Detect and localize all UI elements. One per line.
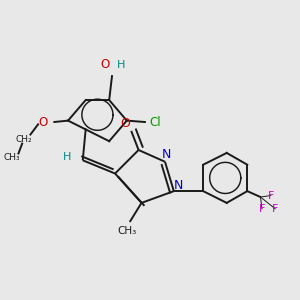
Text: CH₃: CH₃ bbox=[4, 153, 20, 162]
Text: Cl: Cl bbox=[149, 116, 161, 129]
Text: H: H bbox=[117, 60, 125, 70]
Text: N: N bbox=[162, 148, 171, 161]
Text: F: F bbox=[259, 204, 265, 214]
Text: F: F bbox=[268, 190, 274, 200]
Text: CH₂: CH₂ bbox=[16, 135, 32, 144]
Text: O: O bbox=[100, 58, 110, 71]
Text: H: H bbox=[62, 152, 71, 162]
Text: O: O bbox=[38, 116, 48, 129]
Text: CH₃: CH₃ bbox=[117, 226, 136, 236]
Text: N: N bbox=[173, 179, 183, 192]
Text: F: F bbox=[272, 204, 278, 214]
Text: O: O bbox=[120, 117, 130, 130]
